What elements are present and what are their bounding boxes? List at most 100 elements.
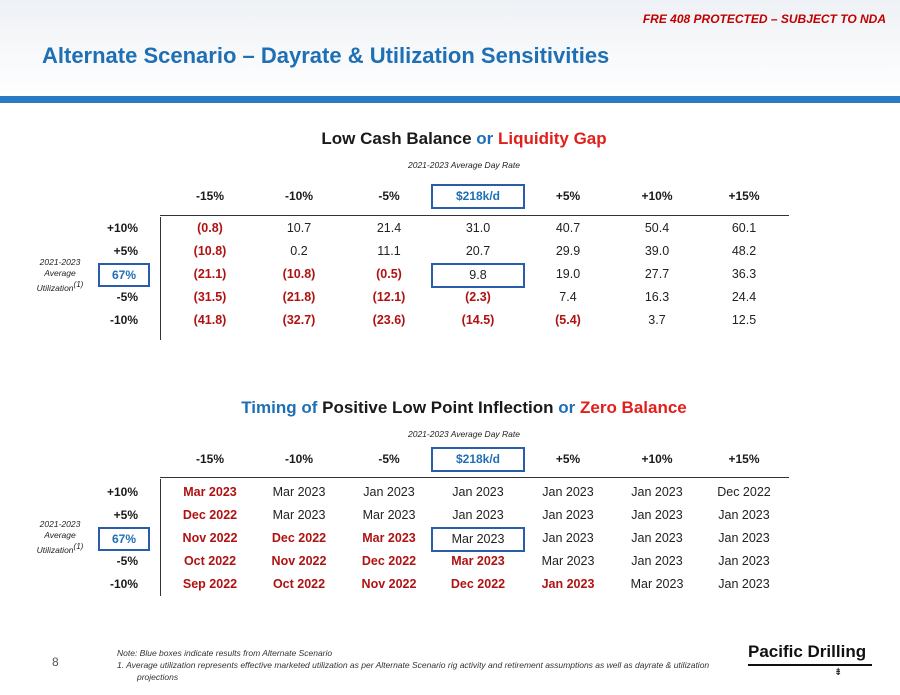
table2-cell: Nov 2022 [182,531,238,545]
table1-cell: 12.5 [731,313,757,327]
table2-row-label: -10% [109,577,138,591]
table1-cell: (0.5) [376,267,402,281]
table2-cell: Nov 2022 [361,577,417,591]
table1-title-part-a: Low Cash Balance [321,129,477,148]
table1-row-label: -10% [109,313,138,327]
table2-cell: Mar 2023 [431,527,525,552]
table1-title-part-c: Liquidity Gap [493,129,607,148]
table2-cell: Mar 2023 [630,577,684,591]
table2-subhead: 2021-2023 Average Day Rate [408,429,520,439]
table1-subhead: 2021-2023 Average Day Rate [408,160,520,170]
table1-cell: 29.9 [555,244,581,258]
table2-column-header: +15% [728,452,760,466]
table1-cell: 9.8 [431,263,525,288]
drill-bit-icon: ⇟ [834,667,843,678]
table2-cell: Oct 2022 [272,577,326,591]
table2-column-header: -10% [284,452,313,466]
table1-column-header: -15% [195,189,224,203]
table1-row-label: +5% [113,244,138,258]
table1-cell: 24.4 [731,290,757,304]
page-title: Alternate Scenario – Dayrate & Utilizati… [42,43,610,68]
table1-title: Low Cash Balance or Liquidity Gap [0,129,900,149]
table1-column-header: +5% [555,189,581,203]
table1-cell: 10.7 [286,221,312,235]
table1-cell: 3.7 [648,313,666,327]
footnote-1: 1. Average utilization represents effect… [117,660,710,682]
table2-cell: Dec 2022 [717,485,771,499]
table2-cell: Dec 2022 [361,554,417,568]
table1-side-label: 2021-2023 Average Utilization(1) [30,257,90,294]
table2-side-label-sup: (1) [73,542,84,551]
table1-cell: (31.5) [193,290,227,304]
table2-side-label-text: 2021-2023 Average Utilization [36,519,81,555]
table2-cell: Mar 2023 [183,485,237,499]
table2-cell: Oct 2022 [183,554,237,568]
table1-cell: (23.6) [372,313,406,327]
table1-column-header: -10% [284,189,313,203]
table1-cell: 20.7 [465,244,491,258]
table2-title-part-b: Positive Low Point Inflection [317,398,559,417]
table1-cell: (10.8) [282,267,316,281]
table1-cell: (10.8) [193,244,227,258]
header-rule [0,96,900,103]
table1-title-part-b: or [476,129,494,148]
table2-cell: Dec 2022 [182,508,238,522]
table1-side-label-sup: (1) [73,280,84,289]
table2-cell: Nov 2022 [271,554,327,568]
table1-cell: (2.3) [465,290,491,304]
note-line: Note: Blue boxes indicate results from A… [117,648,333,658]
table2-cell: Jan 2023 [718,554,770,568]
table2-cell: Mar 2023 [272,485,326,499]
table1-cell: 0.2 [290,244,308,258]
table2-cell: Jan 2023 [541,577,595,591]
table2-column-header: +5% [555,452,581,466]
table2-title-part-c: or [558,398,576,417]
table2-cell: Sep 2022 [182,577,238,591]
table1-column-header: $218k/d [431,184,525,209]
table2-cell: Jan 2023 [631,508,683,522]
table2-column-header: -5% [378,452,400,466]
table2-column-header: -15% [195,452,224,466]
table2-cell: Mar 2023 [362,531,416,545]
table2-cell: Jan 2023 [631,554,683,568]
table2-header-rule [160,477,789,478]
table1-cell: (5.4) [555,313,581,327]
table2-side-label: 2021-2023 Average Utilization(1) [30,519,90,556]
table2-cell: Jan 2023 [718,508,770,522]
table2-cell: Jan 2023 [452,485,504,499]
table1-row-rule [160,217,161,340]
table2-cell: Mar 2023 [272,508,326,522]
table1-cell: 11.1 [377,244,401,258]
table2-cell: Jan 2023 [542,485,594,499]
table1-cell: (14.5) [461,313,495,327]
table1-cell: 40.7 [555,221,581,235]
table1-cell: (12.1) [372,290,406,304]
table1-column-header: +15% [728,189,760,203]
table2-row-label: +5% [113,508,138,522]
table2-row-label: 67% [98,527,150,551]
company-logo: Pacific Drilling [748,642,867,661]
table1-row-label: +10% [106,221,138,235]
table2-cell: Jan 2023 [631,531,683,545]
table2-title-part-a: Timing of [241,398,318,417]
table1-cell: 21.4 [376,221,402,235]
table2-cell: Jan 2023 [452,508,504,522]
table1-cell: (0.8) [197,221,223,235]
table1-cell: 60.1 [731,221,757,235]
table1-row-label: -5% [116,290,138,304]
table2-cell: Jan 2023 [718,577,770,591]
table1-cell: 31.0 [465,221,491,235]
table1-cell: 7.4 [559,290,577,304]
page-number: 8 [52,655,59,669]
table1-cell: (21.8) [282,290,316,304]
table2-cell: Jan 2023 [631,485,683,499]
table2-row-label: -5% [116,554,138,568]
table2-cell: Mar 2023 [362,508,416,522]
table1-cell: 36.3 [731,267,757,281]
table2-cell: Dec 2022 [271,531,327,545]
table1-cell: 48.2 [731,244,757,258]
table2-cell: Mar 2023 [451,554,505,568]
table1-cell: 39.0 [644,244,670,258]
table1-column-header: +10% [641,189,673,203]
table1-cell: 16.3 [644,290,670,304]
